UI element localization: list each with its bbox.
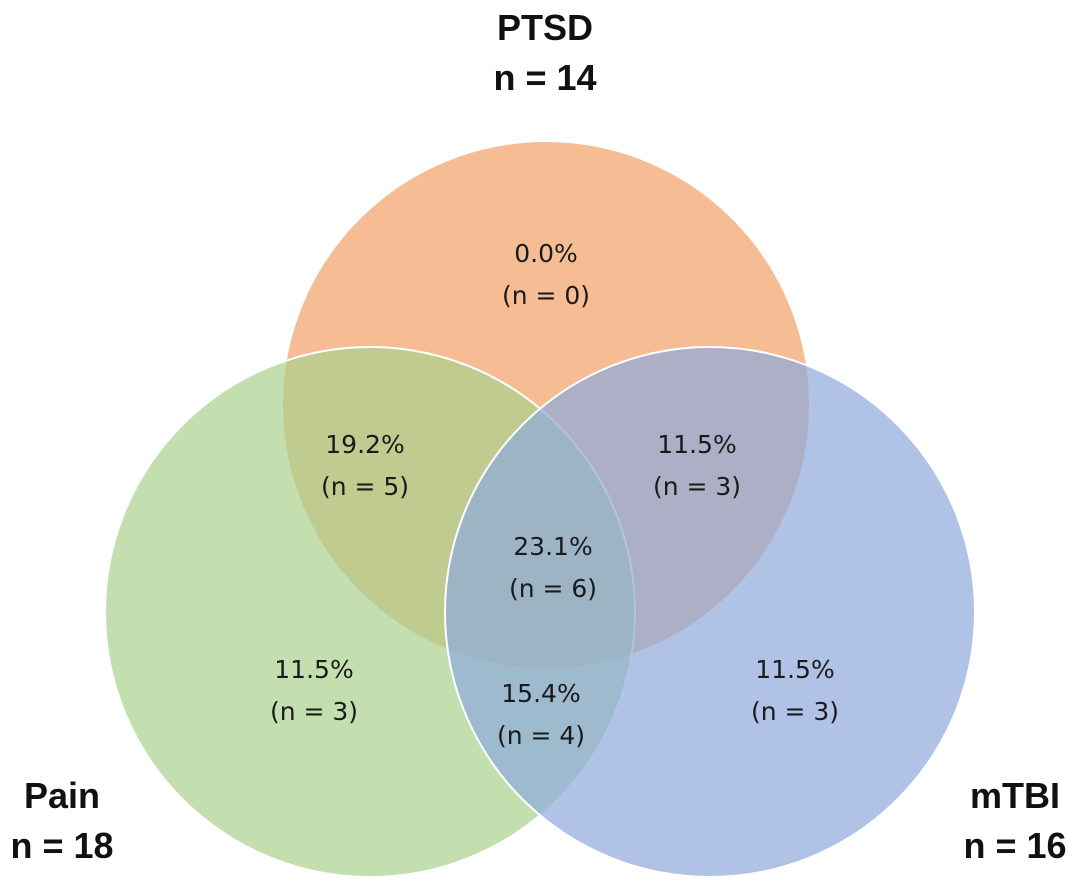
region-ptsd-only: 0.0% (n = 0) [502,239,590,310]
region-all-three: 23.1% (n = 6) [509,532,597,603]
ptsd-title: PTSD [497,7,593,48]
region-percent: 23.1% [513,532,592,561]
mtbi-circle [444,346,976,878]
region-count: (n = 3) [653,472,741,501]
region-ptsd-pain: 19.2% (n = 5) [321,430,409,501]
ptsd-count: n = 14 [493,57,596,98]
region-percent: 11.5% [657,430,736,459]
region-percent: 0.0% [514,239,578,268]
region-count: (n = 3) [270,697,358,726]
region-count: (n = 4) [497,721,585,750]
region-count: (n = 6) [509,574,597,603]
region-count: (n = 5) [321,472,409,501]
pain-count: n = 18 [10,825,113,866]
region-percent: 11.5% [755,655,834,684]
region-count: (n = 0) [502,281,590,310]
pain-title: Pain [24,775,100,816]
mtbi-count: n = 16 [963,825,1066,866]
region-pain-mtbi: 15.4% (n = 4) [497,679,585,750]
region-percent: 19.2% [325,430,404,459]
region-percent: 11.5% [274,655,353,684]
region-count: (n = 3) [751,697,839,726]
region-ptsd-mtbi: 11.5% (n = 3) [653,430,741,501]
region-percent: 15.4% [501,679,580,708]
region-mtbi-only: 11.5% (n = 3) [751,655,839,726]
region-pain-only: 11.5% (n = 3) [270,655,358,726]
mtbi-title: mTBI [970,775,1060,816]
